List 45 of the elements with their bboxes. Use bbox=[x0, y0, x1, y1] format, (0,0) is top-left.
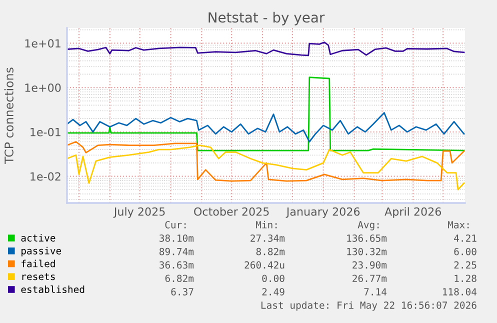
text: 38.10m bbox=[160, 234, 194, 242]
text: 130.32m bbox=[347, 248, 387, 256]
line-series bbox=[67, 141, 465, 182]
x-tick-label: July 2025 bbox=[113, 207, 165, 218]
text: 23.90m bbox=[352, 261, 387, 269]
y-tick-label: 1e+01 bbox=[25, 39, 60, 48]
x-tick-label: October 2025 bbox=[194, 207, 269, 216]
y-tick-label: 1e+00 bbox=[25, 84, 61, 92]
text: Avg: bbox=[358, 221, 379, 230]
legend-label: active bbox=[21, 234, 56, 242]
text: 1.28 bbox=[454, 274, 476, 282]
text: 6.82m bbox=[165, 274, 194, 282]
text: Last update: Fri May 22 16:56:07 2026 bbox=[261, 301, 476, 311]
legend-label: established bbox=[21, 285, 84, 294]
text: 27.34m bbox=[250, 234, 285, 242]
y-axis-title: TCP connections bbox=[4, 68, 14, 164]
line-series bbox=[67, 112, 465, 142]
chart-title: Netstat - by year bbox=[208, 12, 325, 26]
line-series bbox=[67, 76, 465, 152]
text: 6.00 bbox=[454, 248, 476, 256]
legend-label: resets bbox=[22, 273, 55, 280]
text: 89.74m bbox=[160, 248, 194, 256]
text: 6.37 bbox=[171, 288, 194, 296]
text: 136.65m bbox=[347, 234, 387, 242]
text: Min: bbox=[256, 220, 277, 228]
legend-label: failed bbox=[22, 260, 55, 268]
y-tick-label: 1e-01 bbox=[30, 128, 60, 136]
text: 260.42u bbox=[244, 261, 284, 269]
text: 0.00 bbox=[262, 274, 284, 282]
text: 4.21 bbox=[454, 234, 476, 242]
text: Max: bbox=[448, 221, 469, 228]
text: 7.14 bbox=[364, 288, 387, 296]
text: 2.25 bbox=[454, 261, 476, 269]
y-tick-label: 1e-02 bbox=[30, 172, 60, 181]
legend-label: passive bbox=[22, 246, 62, 256]
text: Cur: bbox=[165, 221, 186, 228]
line-series bbox=[67, 144, 465, 190]
text: 2.49 bbox=[262, 288, 284, 296]
x-tick-label: April 2026 bbox=[384, 207, 442, 218]
text: 8.82m bbox=[256, 248, 285, 256]
text: 36.63m bbox=[160, 261, 194, 269]
line-series bbox=[67, 42, 465, 56]
text: 118.04 bbox=[443, 288, 477, 296]
text: 26.77m bbox=[352, 274, 387, 282]
x-tick-label: January 2026 bbox=[286, 207, 360, 218]
